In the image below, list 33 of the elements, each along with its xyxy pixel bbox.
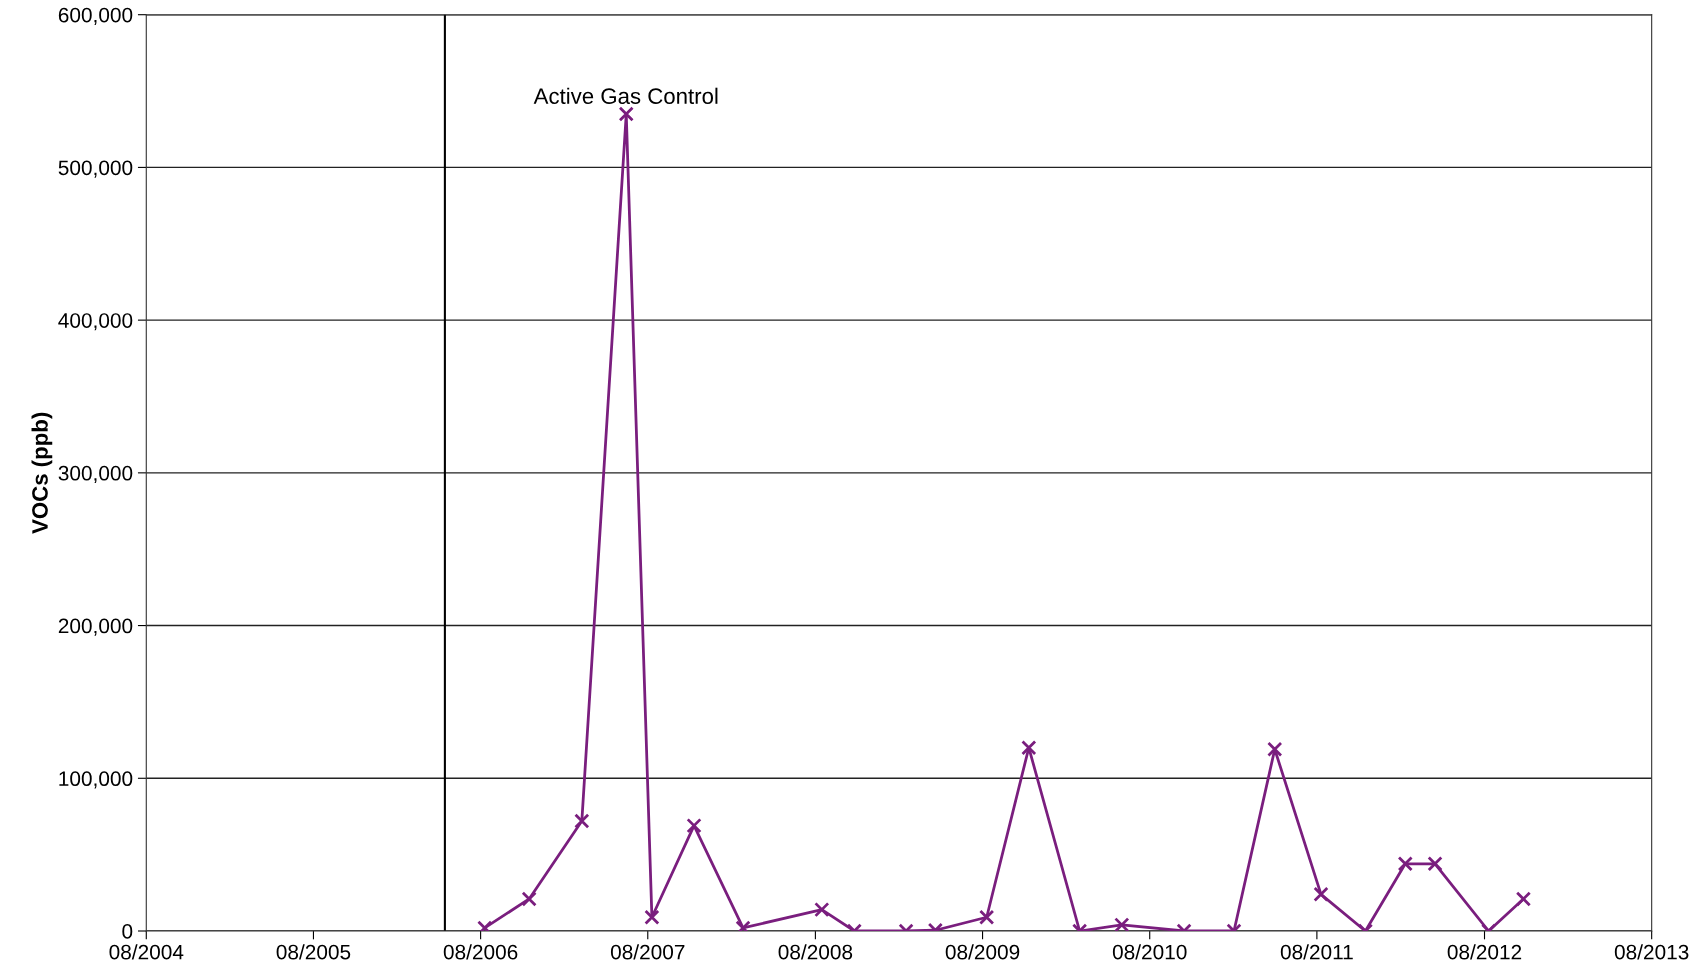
x-tick-label: 08/2005 xyxy=(276,944,351,960)
point xyxy=(1021,740,1037,756)
y-tick-label: 0 xyxy=(122,924,133,939)
point xyxy=(644,909,660,925)
x-tick-label: 08/2006 xyxy=(443,944,518,960)
x-tick-label: 08/2010 xyxy=(1112,944,1187,960)
y-tick-label: 400,000 xyxy=(58,313,133,331)
point xyxy=(1397,856,1413,872)
point xyxy=(1515,891,1532,907)
y-axis-title: VOCs (ppb) xyxy=(31,412,53,534)
y-tick-label: 500,000 xyxy=(58,160,133,178)
x-tick-label: 08/2013 xyxy=(1614,944,1689,960)
point xyxy=(1114,917,1130,931)
y-tick-label: 300,000 xyxy=(58,465,133,484)
point xyxy=(1313,886,1329,902)
x-tick-label: 08/2007 xyxy=(610,944,685,960)
point xyxy=(1427,856,1443,872)
point xyxy=(979,909,995,925)
x-tick-label: 08/2008 xyxy=(778,944,853,960)
point xyxy=(686,817,702,834)
x-tick-label: 08/2004 xyxy=(109,944,184,960)
x-tick-label: 08/2009 xyxy=(945,944,1020,960)
x-tick-label: 08/2011 xyxy=(1280,944,1353,960)
y-tick-label: 200,000 xyxy=(58,618,133,636)
y-tick-label: 100,000 xyxy=(59,771,133,789)
x-tick-label: 08/2012 xyxy=(1447,944,1522,960)
point xyxy=(1267,741,1283,757)
point xyxy=(814,901,830,918)
annotation: Active Gas Control xyxy=(533,87,718,105)
y-tick-label: 600,000 xyxy=(58,7,133,25)
point xyxy=(521,891,537,907)
point xyxy=(574,813,590,829)
point xyxy=(618,106,634,122)
